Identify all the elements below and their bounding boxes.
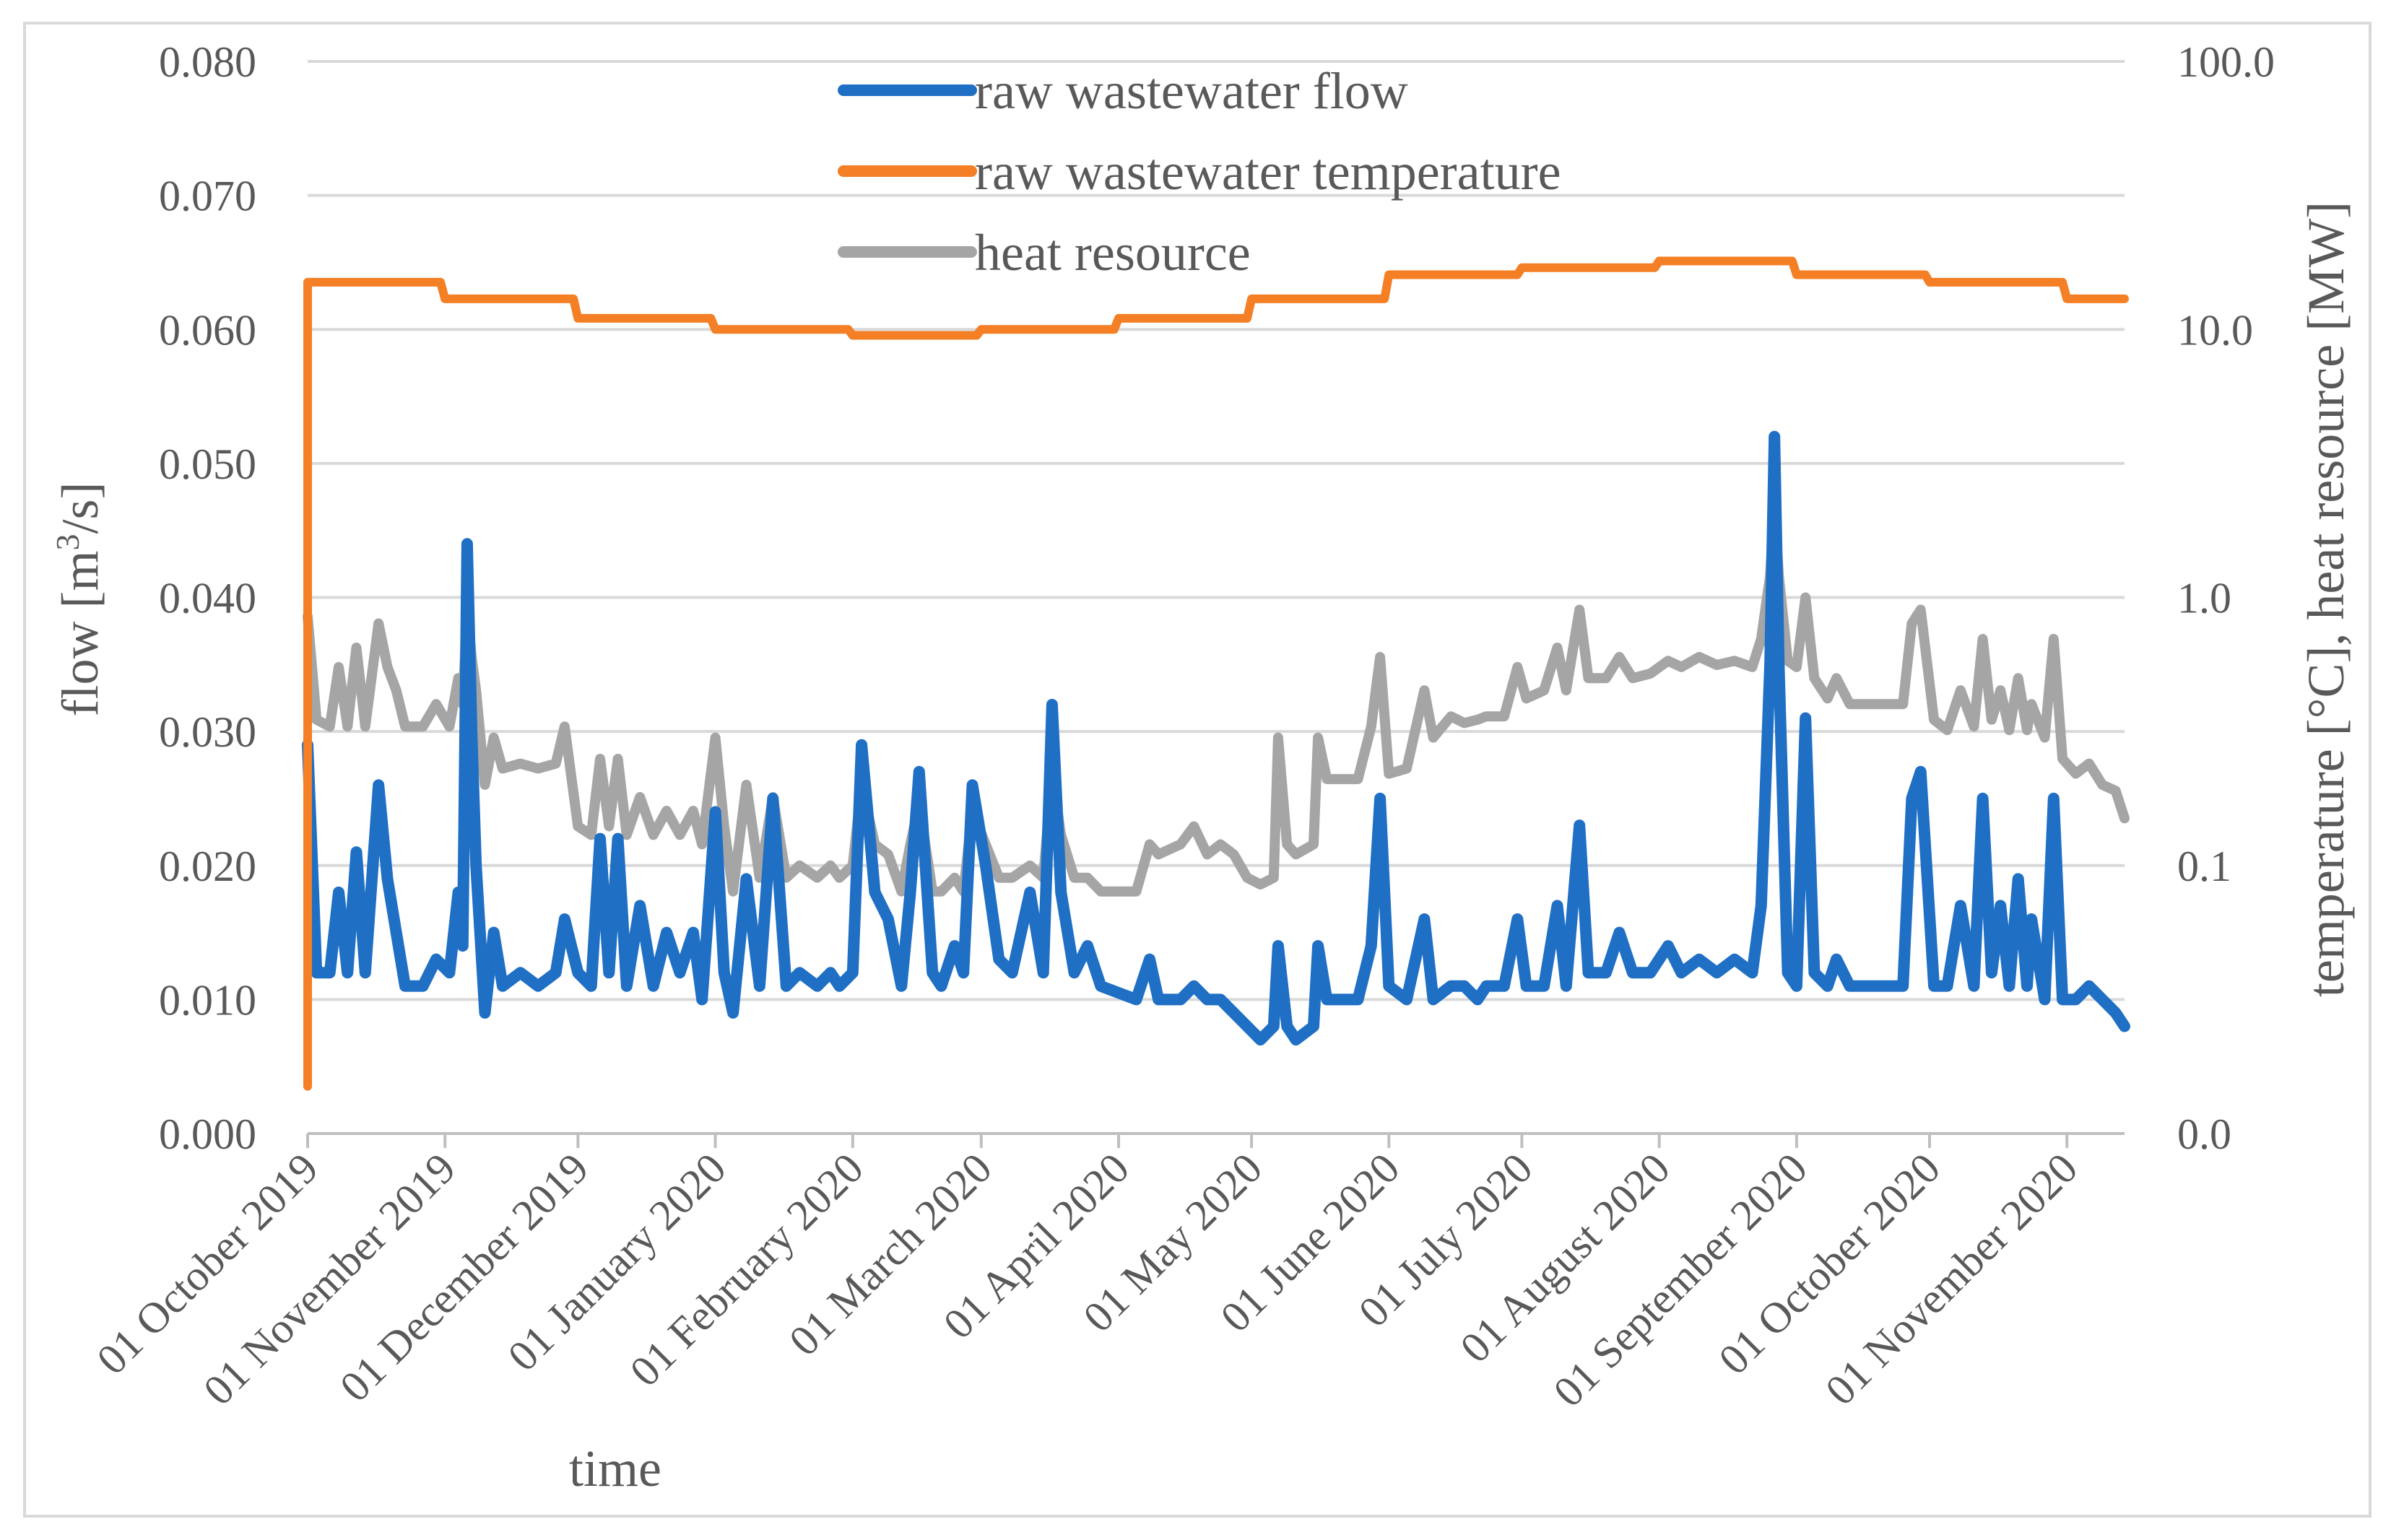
left-tick-label: 0.050 — [159, 440, 256, 488]
left-axis-title-superscript: 3 — [49, 534, 86, 551]
series-line-1 — [303, 256, 2129, 1091]
gridlines — [308, 60, 2125, 1001]
legend-label: heat resource — [975, 224, 1251, 282]
x-axis-title: time — [569, 1440, 661, 1497]
series-line-2 — [303, 500, 2130, 897]
left-tick-label: 0.020 — [159, 843, 256, 890]
x-tick-label: 01 November 2019 — [194, 1144, 464, 1414]
left-tick-label: 0.040 — [159, 575, 256, 622]
x-tick-label: 01 November 2020 — [1816, 1144, 2086, 1414]
right-tick-label: 0.0 — [2177, 1110, 2231, 1158]
left-tick-label: 0.060 — [159, 306, 256, 354]
legend-label: raw wastewater temperature — [975, 143, 1561, 201]
chart-frame — [23, 22, 2372, 1518]
right-axis-title: temperature [°C], heat resource [MW] — [2297, 201, 2355, 997]
left-axis-title-tail: /s] — [51, 482, 109, 534]
right-tick-label: 1.0 — [2177, 575, 2231, 622]
legend: raw wastewater flow raw wastewater temper… — [838, 62, 1561, 282]
left-axis-title: flow [m3/s] — [49, 482, 109, 717]
left-tick-label: 0.080 — [159, 38, 256, 86]
left-axis-tick-labels: 0.000 0.010 0.020 0.030 0.040 0.050 0.060 0.070… — [159, 38, 256, 1158]
right-axis-tick-labels: 0.0 0.1 1.0 10.0 100.0 — [2177, 38, 2275, 1158]
right-tick-label: 100.0 — [2177, 38, 2275, 86]
right-tick-label: 0.1 — [2177, 843, 2231, 890]
left-tick-label: 0.000 — [159, 1110, 256, 1158]
x-tick-label: 01 September 2020 — [1544, 1144, 1816, 1417]
left-tick-label: 0.010 — [159, 976, 256, 1024]
legend-label: raw wastewater flow — [975, 62, 1408, 120]
x-tick-label: 01 December 2019 — [331, 1144, 597, 1411]
left-tick-label: 0.030 — [159, 708, 256, 756]
series-line-0 — [302, 430, 2130, 1046]
axes — [306, 1132, 2125, 1148]
series-lines — [302, 256, 2130, 1091]
left-axis-title-main: flow [m — [51, 551, 109, 717]
right-tick-label: 10.0 — [2177, 306, 2253, 354]
left-tick-label: 0.070 — [159, 173, 256, 220]
x-tick-label: 01 February 2020 — [621, 1144, 872, 1396]
